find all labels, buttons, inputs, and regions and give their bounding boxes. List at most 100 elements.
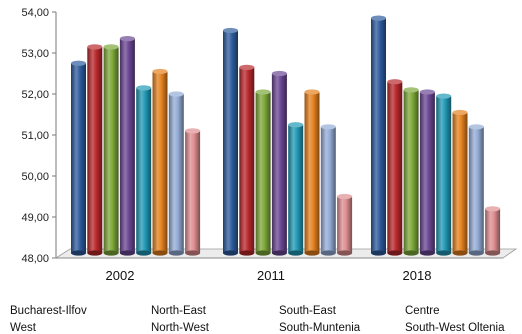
bar-top [371,15,386,21]
bar-top [168,91,184,97]
bar-2018-west [436,93,452,256]
bar-body [468,126,484,253]
y-tick-label: 48,00 [21,253,49,265]
y-tick-label: 50,00 [21,171,49,183]
bar-2002-bucharest-ilfov [71,60,86,256]
bar-body [485,208,501,253]
bar-2018-north-east [387,79,403,256]
bar-top [468,124,484,130]
y-tick-label: 54,00 [21,7,49,19]
bar-base [87,250,103,256]
bar-2011-south-east [255,89,271,256]
bar-2002-south-muntenia [168,91,184,256]
bar-2002-centre [119,36,135,256]
bar-top [136,85,152,91]
bar-2002-south-west-oltenia [185,128,201,256]
bar-body [103,46,119,253]
legend: Bucharest-Ilfov North-East South-East Centr… [10,305,505,334]
bar-body [185,130,201,253]
bar-body [371,18,386,254]
bar-body [239,67,255,253]
bar-top [119,36,135,42]
x-tick-label: 2018 [403,268,432,283]
bars [71,15,501,256]
bar-body [223,30,238,254]
bar-2018-centre [419,89,435,256]
bar-2011-south-muntenia [320,124,336,256]
bar-2018-south-muntenia [468,124,484,256]
legend-entry: South-East [279,305,337,317]
bar-body [71,63,86,253]
bar-base [304,250,320,256]
bar-2011-south-west-oltenia [337,193,353,256]
bar-2018-north-west [452,109,468,256]
bar-base [168,250,184,256]
bar-2018-south-west-oltenia [485,206,501,256]
bar-2002-north-west [152,68,168,256]
bar-body [271,73,287,253]
bar-top [320,124,336,130]
bar-base [71,250,86,256]
bar-top [87,44,103,50]
bar-top [387,79,403,85]
bar-2018-bucharest-ilfov [371,15,386,256]
x-tick-label: 2011 [257,268,285,283]
bar-base [255,250,271,256]
bar-top [223,27,238,34]
bar-body [168,94,184,253]
bar-2011-centre [271,70,287,256]
legend-entry: South-West Oltenia [405,322,505,334]
bar-body [419,91,435,253]
bar-base [403,250,419,256]
bar-top [185,128,201,134]
legend-entry: North-West [151,322,210,334]
y-tick-label: 53,00 [21,48,49,60]
bar-body [288,124,304,253]
bar-base [371,250,386,256]
bar-top [403,87,419,93]
bar-body [152,71,168,253]
bar-base [103,250,119,256]
bar-top [452,109,468,116]
bar-2011-north-east [239,64,255,256]
bar-top [436,93,452,99]
bar-top [255,89,271,95]
bar-top [288,122,304,128]
bar-top [103,44,119,50]
legend-entry: South-Muntenia [279,322,361,334]
bar-body [304,91,320,253]
bar-2018-south-east [403,87,419,256]
bar-top [239,64,255,70]
bar-base [239,250,255,256]
bar-top [71,60,86,66]
bar-top [419,89,435,95]
bar-top [485,206,501,212]
legend-entry: Bucharest-Ilfov [10,305,87,317]
bar-body [119,38,135,254]
bar-base [271,250,287,256]
bar-top [271,70,287,77]
bar-body [436,96,452,253]
bar-base [136,250,152,256]
bar-2011-west [288,122,304,256]
y-tick-label: 52,00 [21,89,49,101]
bar-base [387,250,403,256]
bar-top [152,68,168,75]
bar-base [288,250,304,256]
bar-top [337,193,353,200]
bar-2011-north-west [304,89,320,256]
bar-2002-south-east [103,44,119,256]
bar-body [387,81,403,253]
y-tick-label: 49,00 [21,212,49,224]
bar-base [436,250,452,256]
legend-entry: Centre [405,305,440,317]
y-tick-label: 51,00 [21,130,49,142]
bar-base [320,250,336,256]
bar-base [223,250,238,256]
bar-base [419,250,435,256]
bar-body [87,46,103,253]
bar-base [468,250,484,256]
x-axis-labels: 2002 2011 2018 [106,268,432,283]
bar-body [255,91,271,253]
